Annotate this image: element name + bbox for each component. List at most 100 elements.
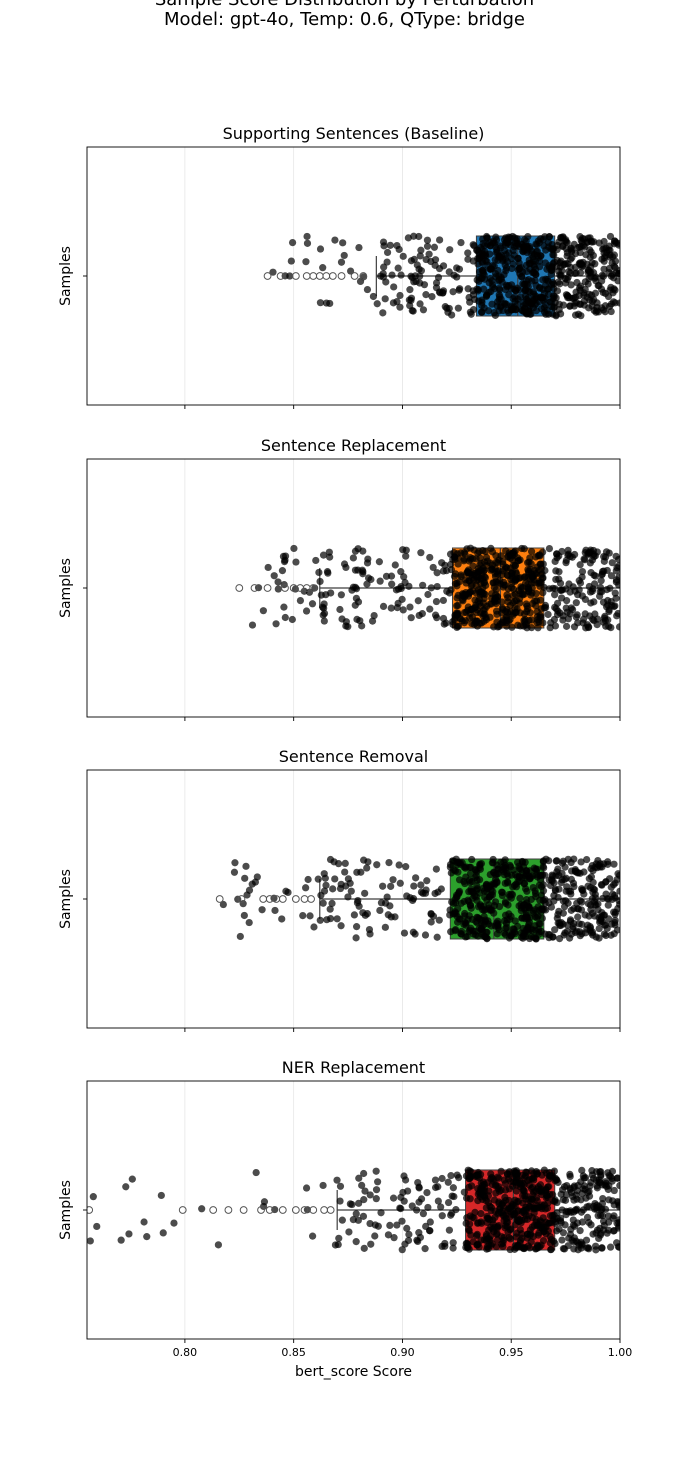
strip-point bbox=[496, 286, 504, 294]
strip-point bbox=[493, 593, 501, 601]
strip-point bbox=[128, 1175, 136, 1183]
strip-point bbox=[349, 554, 357, 562]
strip-point bbox=[591, 901, 599, 909]
strip-point bbox=[406, 286, 414, 294]
strip-point bbox=[593, 1182, 601, 1190]
strip-point bbox=[453, 602, 461, 610]
strip-point bbox=[396, 291, 404, 300]
strip-point bbox=[359, 547, 367, 555]
strip-point bbox=[319, 1181, 327, 1190]
strip-point bbox=[615, 562, 620, 570]
strip-point bbox=[466, 555, 474, 563]
strip-point bbox=[585, 266, 593, 275]
strip-point bbox=[511, 1202, 519, 1210]
strip-point bbox=[553, 1198, 561, 1207]
strip-point bbox=[596, 1224, 604, 1232]
strip-point bbox=[479, 599, 488, 607]
strip-point bbox=[522, 1195, 530, 1203]
strip-point bbox=[290, 544, 298, 553]
strip-point bbox=[570, 1238, 578, 1246]
strip-point bbox=[490, 579, 498, 587]
strip-point bbox=[423, 242, 432, 250]
strip-point bbox=[516, 894, 524, 902]
strip-point bbox=[439, 567, 448, 575]
strip-point bbox=[526, 1203, 534, 1211]
strip-point bbox=[468, 613, 477, 621]
strip-point bbox=[558, 1236, 566, 1244]
strip-point bbox=[476, 1170, 485, 1179]
strip-point bbox=[535, 239, 543, 247]
strip-point bbox=[386, 241, 394, 249]
strip-point bbox=[545, 544, 554, 553]
strip-point bbox=[551, 1176, 559, 1185]
flier bbox=[263, 584, 272, 592]
strip-point bbox=[503, 879, 512, 887]
y-axis-label: Samples bbox=[58, 558, 74, 618]
strip-point bbox=[574, 619, 582, 627]
strip-point bbox=[539, 881, 548, 889]
strip-point bbox=[510, 293, 519, 301]
strip-point bbox=[449, 555, 457, 564]
strip-point bbox=[585, 1218, 593, 1227]
strip-point bbox=[464, 566, 473, 574]
strip-point bbox=[492, 1243, 501, 1251]
strip-point bbox=[551, 1219, 559, 1227]
strip-point bbox=[361, 889, 369, 897]
strip-point bbox=[576, 248, 584, 257]
strip-point bbox=[537, 1241, 545, 1249]
strip-point bbox=[581, 911, 589, 919]
strip-point bbox=[585, 548, 593, 557]
strip-point bbox=[598, 271, 606, 280]
strip-point bbox=[451, 925, 460, 934]
strip-point bbox=[614, 277, 620, 285]
strip-point bbox=[351, 601, 359, 609]
strip-point bbox=[316, 245, 325, 253]
strip-point bbox=[315, 568, 323, 577]
strip-point bbox=[575, 920, 583, 928]
strip-point bbox=[605, 1218, 613, 1226]
strip-point bbox=[450, 572, 459, 580]
strip-point bbox=[410, 255, 418, 263]
strip-point bbox=[460, 608, 469, 617]
flier bbox=[291, 1206, 300, 1214]
strip-point bbox=[516, 1177, 524, 1186]
strip-point bbox=[87, 1237, 94, 1245]
strip-point bbox=[604, 860, 612, 868]
strip-point bbox=[359, 909, 367, 917]
strip-point bbox=[578, 1218, 587, 1226]
strip-point bbox=[303, 232, 311, 241]
strip-point bbox=[451, 580, 460, 588]
strip-point bbox=[415, 1184, 423, 1192]
plot-area bbox=[235, 544, 620, 632]
strip-point bbox=[353, 868, 361, 876]
strip-point bbox=[358, 1181, 366, 1189]
strip-point bbox=[366, 930, 374, 938]
strip-point bbox=[248, 880, 256, 888]
strip-point bbox=[337, 258, 346, 266]
strip-point bbox=[308, 600, 317, 608]
strip-point bbox=[274, 578, 282, 586]
strip-point bbox=[528, 573, 536, 581]
strip-point bbox=[585, 274, 593, 283]
strip-point bbox=[550, 303, 559, 311]
strip-point bbox=[520, 545, 528, 553]
strip-point bbox=[488, 594, 496, 602]
strip-point bbox=[544, 1199, 552, 1207]
strip-point bbox=[326, 855, 335, 864]
flier bbox=[309, 584, 318, 592]
strip-point bbox=[507, 306, 515, 314]
strip-point bbox=[472, 886, 481, 894]
strip-point bbox=[605, 302, 614, 311]
strip-point bbox=[493, 878, 501, 886]
strip-point bbox=[340, 251, 348, 260]
strip-point bbox=[494, 1173, 502, 1181]
strip-point bbox=[426, 605, 434, 613]
strip-point bbox=[414, 1237, 422, 1246]
strip-point bbox=[385, 859, 393, 867]
strip-point bbox=[454, 304, 462, 312]
strip-point bbox=[492, 558, 500, 566]
strip-point bbox=[369, 292, 378, 301]
strip-point bbox=[360, 856, 368, 864]
strip-point bbox=[528, 1213, 536, 1222]
strip-point bbox=[437, 1203, 445, 1211]
